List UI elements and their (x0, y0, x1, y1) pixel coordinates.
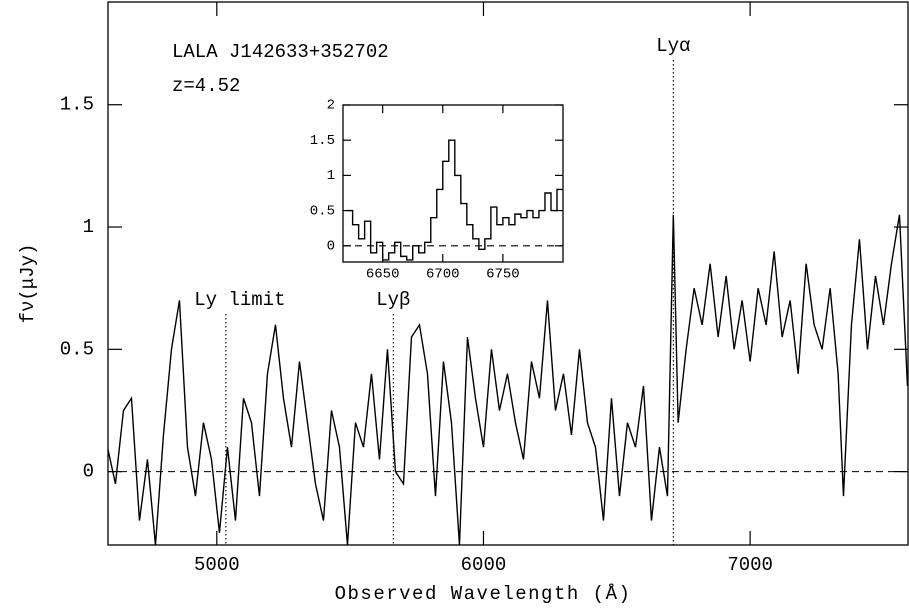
plot-frame (342, 104, 564, 263)
reference-label: Ly limit (194, 289, 285, 311)
y-tick-label: 1.5 (310, 133, 335, 149)
x-tick-label: 7000 (727, 554, 773, 576)
y-tick-label: 1 (83, 216, 94, 238)
reference-label: Lyβ (376, 289, 410, 311)
y-tick-label: 0 (327, 239, 335, 255)
x-tick-label: 6650 (366, 267, 400, 283)
y-tick-label: 0.5 (60, 338, 94, 360)
y-axis-label: fν(μJy) (17, 244, 39, 324)
x-axis-label: Observed Wavelength (Å) (335, 583, 632, 605)
x-tick-label: 5000 (194, 554, 240, 576)
spectrum (108, 214, 908, 545)
inset-background (343, 105, 563, 262)
x-tick-label: 6000 (461, 554, 507, 576)
main-chart: 5000 6000 7000 0 0.5 1 1.5 Ly limit Lyβ Lyα LALA J… (17, 1, 909, 605)
x-tick-label: 6750 (486, 267, 520, 283)
x-tick-label: 6700 (426, 267, 460, 283)
spectrum (346, 139, 563, 261)
annotation: z=4.52 (172, 75, 240, 97)
y-tick-label: 0.5 (310, 203, 335, 219)
plot-frame (107, 1, 909, 546)
annotation: LALA J142633+352702 (172, 41, 389, 63)
inset-chart: 6650 6700 6750 0 0.5 1 1.5 2 (310, 98, 564, 283)
y-tick-label: 1 (327, 168, 335, 184)
y-tick-label: 0 (83, 461, 94, 483)
y-tick-label: 2 (327, 98, 335, 114)
y-tick-label: 1.5 (60, 94, 94, 116)
reference-label: Lyα (656, 35, 690, 57)
